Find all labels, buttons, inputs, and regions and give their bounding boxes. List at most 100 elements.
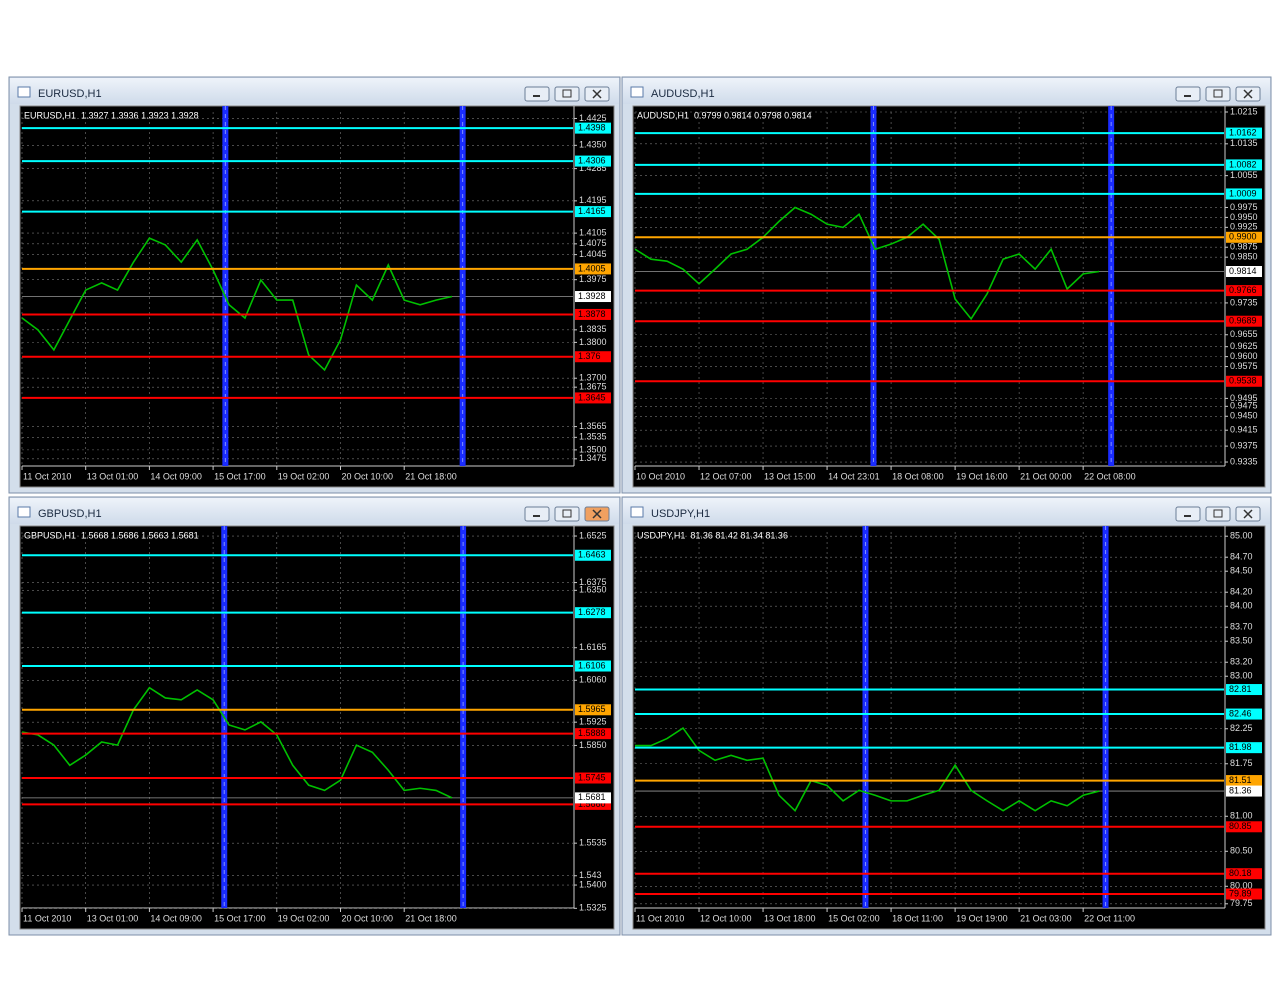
level-label: 1.3645	[578, 392, 606, 402]
minimize-button[interactable]	[524, 86, 550, 102]
level-label-box	[575, 392, 611, 404]
x-tick-label: 20 Oct 10:00	[341, 913, 393, 923]
y-tick-label: 0.9335	[1230, 456, 1258, 466]
y-tick-label: 82.25	[1230, 723, 1253, 733]
vertical-line	[862, 526, 869, 908]
x-tick-label: 13 Oct 01:00	[87, 913, 139, 923]
y-tick-label: 0.9625	[1230, 341, 1258, 351]
level-label-box	[575, 798, 611, 810]
button-glyph	[1213, 509, 1223, 518]
level-label: 80.18	[1229, 868, 1252, 878]
maximize-button[interactable]	[1205, 86, 1231, 102]
x-tick-label: 21 Oct 00:00	[1020, 471, 1072, 481]
x-tick-label: 21 Oct 18:00	[405, 471, 457, 481]
level-label-box	[575, 155, 611, 167]
window-icon	[630, 506, 644, 518]
level-label: 1.4165	[578, 206, 606, 216]
y-tick-label: 84.50	[1230, 566, 1253, 576]
y-tick-label: 0.9850	[1230, 252, 1258, 262]
maximize-button[interactable]	[554, 86, 580, 102]
level-label: 1.0082	[1229, 159, 1257, 169]
y-tick-label: 0.9450	[1230, 411, 1258, 421]
level-label: 1.376	[578, 351, 601, 361]
x-tick-label: 13 Oct 18:00	[764, 913, 816, 923]
maximize-button[interactable]	[554, 506, 580, 522]
level-label: 1.0009	[1229, 188, 1257, 198]
y-tick-label: 0.9655	[1230, 329, 1258, 339]
level-label: 81.51	[1229, 775, 1252, 785]
y-tick-label: 1.5400	[579, 879, 607, 889]
current-price-box	[1226, 265, 1262, 277]
level-label-box	[575, 351, 611, 363]
button-glyph	[562, 509, 572, 518]
y-tick-label: 0.9875	[1230, 242, 1258, 252]
current-price-box	[575, 291, 611, 303]
y-tick-label: 1.5535	[579, 838, 607, 848]
maximize-button[interactable]	[1205, 506, 1231, 522]
y-tick-label: 1.4285	[579, 163, 607, 173]
level-label-box	[1226, 888, 1262, 900]
level-label-box	[575, 206, 611, 218]
y-tick-label: 1.6350	[579, 585, 607, 595]
level-label: 1.4306	[578, 155, 606, 165]
level-label-box	[575, 122, 611, 134]
level-label: 80.85	[1229, 821, 1252, 831]
level-label-box	[1226, 188, 1262, 200]
y-tick-label: 1.3535	[579, 432, 607, 442]
window-icon	[630, 86, 644, 98]
x-tick-label: 21 Oct 03:00	[1020, 913, 1072, 923]
button-glyph	[1243, 509, 1253, 519]
vertical-line	[460, 526, 467, 908]
y-tick-label: 1.5925	[579, 717, 607, 727]
y-tick-label: 81.75	[1230, 758, 1253, 768]
y-tick-label: 84.70	[1230, 552, 1253, 562]
level-label: 0.9900	[1229, 232, 1257, 242]
chart-area	[632, 105, 1266, 488]
minimize-button[interactable]	[1175, 86, 1201, 102]
x-tick-label: 13 Oct 01:00	[87, 471, 139, 481]
x-tick-label: 18 Oct 08:00	[892, 471, 944, 481]
x-tick-label: 15 Oct 17:00	[214, 913, 266, 923]
minimize-button[interactable]	[524, 506, 550, 522]
x-tick-label: 19 Oct 19:00	[956, 913, 1008, 923]
x-tick-label: 10 Oct 2010	[636, 471, 685, 481]
level-label: 1.5660	[578, 799, 606, 809]
y-tick-label: 84.20	[1230, 587, 1253, 597]
y-tick-label: 1.4195	[579, 195, 607, 205]
level-label-box	[1226, 375, 1262, 387]
y-tick-label: 1.3975	[579, 274, 607, 284]
chart-area	[632, 525, 1266, 930]
window-title: AUDUSD,H1	[651, 88, 715, 100]
y-tick-label: 1.0055	[1230, 170, 1258, 180]
y-tick-label: 1.4350	[579, 140, 607, 150]
y-tick-label: 1.4105	[579, 227, 607, 237]
current-price-label: 81.36	[1229, 785, 1252, 795]
y-tick-label: 1.3700	[579, 373, 607, 383]
x-tick-label: 19 Oct 16:00	[956, 471, 1008, 481]
y-tick-label: 0.9415	[1230, 425, 1258, 435]
current-price-label: 0.9814	[1229, 266, 1257, 276]
window-title: GBPUSD,H1	[38, 508, 102, 520]
y-tick-label: 1.0215	[1230, 106, 1258, 116]
y-tick-label: 1.3800	[579, 337, 607, 347]
level-label-box	[575, 607, 611, 619]
y-tick-label: 80.50	[1230, 846, 1253, 856]
level-label-box	[575, 772, 611, 784]
y-tick-label: 1.5850	[579, 740, 607, 750]
x-tick-label: 12 Oct 10:00	[700, 913, 752, 923]
y-tick-label: 81.00	[1230, 811, 1253, 821]
x-tick-label: 15 Oct 02:00	[828, 913, 880, 923]
chart-header: EURUSD,H1 1.3927 1.3936 1.3923 1.3928	[24, 110, 199, 120]
x-tick-label: 14 Oct 09:00	[150, 471, 202, 481]
x-tick-label: 20 Oct 10:00	[341, 471, 393, 481]
level-label: 79.89	[1229, 888, 1252, 898]
level-label: 0.9689	[1229, 316, 1257, 326]
level-label-box	[575, 263, 611, 275]
x-tick-label: 22 Oct 08:00	[1084, 471, 1136, 481]
current-price-box	[575, 792, 611, 804]
y-tick-label: 85.00	[1230, 531, 1253, 541]
price-line	[21, 237, 453, 372]
minimize-button[interactable]	[1175, 506, 1201, 522]
